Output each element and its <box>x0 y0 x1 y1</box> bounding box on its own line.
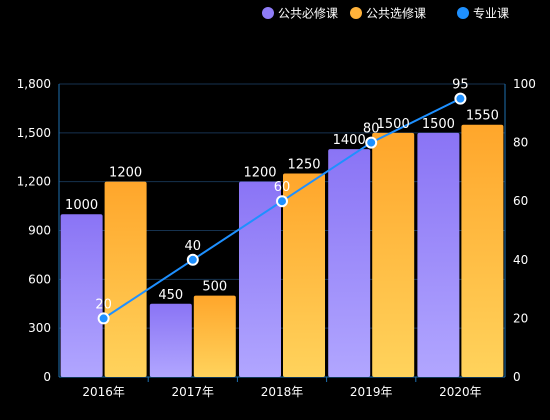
line-point <box>186 253 199 266</box>
bar-value-label: 1400 <box>333 133 366 148</box>
bar <box>149 303 192 377</box>
bar-value-label: 1200 <box>243 166 276 181</box>
line-point <box>454 92 467 105</box>
bar <box>372 132 415 377</box>
x-tick-label: 2017年 <box>172 385 215 399</box>
y-right-tick-label: 0 <box>513 370 521 384</box>
bar-value-label: 500 <box>202 280 227 295</box>
line-value-label: 80 <box>363 122 380 137</box>
bar-value-label: 1500 <box>377 117 410 132</box>
x-tick-label: 2018年 <box>261 385 304 399</box>
bars <box>60 124 504 377</box>
bar-value-label: 1200 <box>109 166 142 181</box>
line-point <box>365 136 378 149</box>
y-right-tick-label: 20 <box>513 311 528 325</box>
legend-swatch[interactable] <box>457 7 469 19</box>
legend-label[interactable]: 公共必修课 <box>278 6 338 21</box>
line-value-label: 60 <box>274 180 291 195</box>
bar-value-label: 1250 <box>287 158 320 173</box>
bar <box>104 181 147 377</box>
bar-value-label: 1000 <box>65 198 98 213</box>
legend[interactable]: 公共必修课 公共选修课 专业课 <box>262 6 509 21</box>
bar-value-label: 1500 <box>422 117 455 132</box>
y-left-tick-label: 1,800 <box>17 77 51 91</box>
bar <box>193 295 236 377</box>
bar <box>417 132 460 377</box>
x-tick-label: 2016年 <box>82 385 125 399</box>
line-value-label: 20 <box>95 297 112 312</box>
axes: 03006009001,2001,5001,800020406080100201… <box>17 77 536 399</box>
bar <box>283 173 325 377</box>
y-left-tick-label: 1,200 <box>17 175 51 189</box>
line-point <box>276 195 288 208</box>
bar <box>328 149 371 377</box>
y-right-tick-label: 40 <box>513 253 528 267</box>
line-value-label: 95 <box>452 78 469 93</box>
line-point <box>97 312 110 325</box>
line-series <box>97 92 467 325</box>
x-tick-label: 2020年 <box>439 385 482 399</box>
y-right-tick-label: 60 <box>513 194 528 208</box>
bar-value-label: 1550 <box>466 109 499 124</box>
y-left-tick-label: 0 <box>43 370 51 384</box>
data-labels: 1000 1200 450 500 1200 1250 1400 1500 1500 1550 20… <box>65 78 499 313</box>
y-left-tick-label: 900 <box>28 224 51 238</box>
y-left-tick-label: 1,500 <box>17 126 51 140</box>
legend-swatch[interactable] <box>262 7 274 19</box>
line-value-label: 40 <box>185 239 202 254</box>
legend-label[interactable]: 专业课 <box>473 6 509 21</box>
bar <box>239 181 281 377</box>
x-tick-label: 2019年 <box>350 385 393 399</box>
y-right-tick-label: 80 <box>513 136 528 150</box>
bar-value-label: 450 <box>158 288 183 303</box>
bar <box>461 124 504 377</box>
bar <box>60 214 103 377</box>
y-left-tick-label: 600 <box>28 272 51 286</box>
y-left-tick-label: 300 <box>28 321 51 335</box>
y-right-tick-label: 100 <box>513 77 536 91</box>
legend-swatch[interactable] <box>350 7 362 19</box>
legend-label[interactable]: 公共选修课 <box>366 6 426 21</box>
